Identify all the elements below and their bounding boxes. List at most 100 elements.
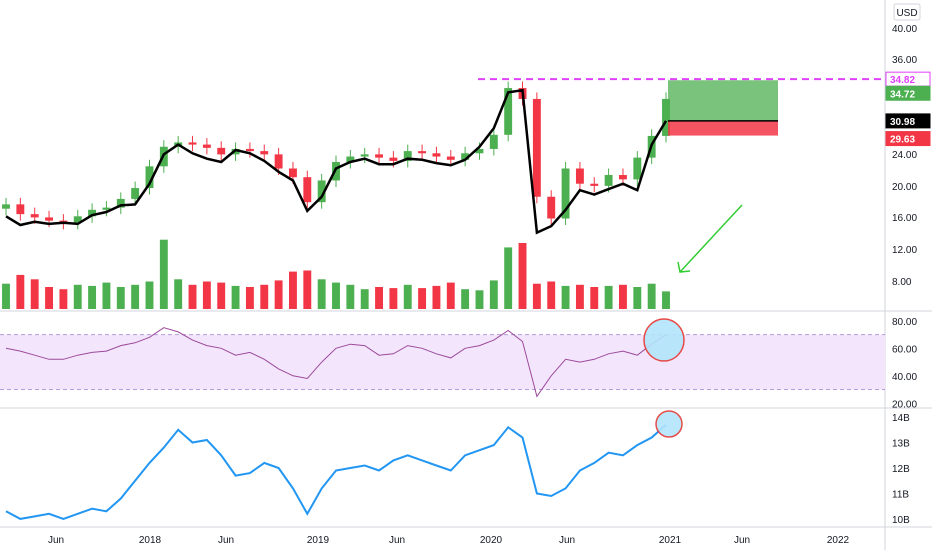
volume-bar (217, 282, 226, 309)
volume-bar (231, 285, 240, 309)
price-badge-current: 30.98 (885, 113, 931, 129)
price-badge-label: 34.82 (890, 75, 915, 86)
price-candle (461, 146, 470, 167)
stop-zone (668, 120, 778, 136)
rsi-axis: 80.00 60.00 40.00 20.00 (892, 317, 917, 410)
volume-bar (662, 291, 670, 309)
rsi-band (0, 334, 885, 390)
volume-bar (16, 274, 25, 309)
time-tick-label: 2021 (659, 535, 682, 546)
price-candle (202, 138, 211, 155)
volume-bar (188, 284, 197, 309)
volume-bar (418, 288, 427, 309)
volume-bar (45, 287, 53, 309)
price-badge-label: 30.98 (890, 117, 915, 128)
price-candle (116, 192, 125, 215)
moving-average-line (5, 88, 668, 235)
price-axis: 40.0036.0032.0028.0024.0020.0016.0012.00… (892, 24, 917, 288)
volume-bar (131, 284, 140, 309)
volume-bar (518, 243, 527, 309)
price-candle (532, 92, 541, 204)
price-badge-label: 34.72 (890, 89, 915, 100)
volume-bar (145, 281, 154, 309)
price-candle (489, 128, 498, 156)
currency-label-box[interactable]: USD (893, 3, 921, 21)
volume-bar (346, 284, 355, 309)
volume-bar (88, 285, 97, 309)
volume-bar (289, 271, 297, 309)
volume-bar (360, 289, 369, 309)
price-candle (346, 150, 355, 169)
volume-bar (547, 281, 556, 309)
volume-bar (532, 283, 541, 309)
obv-tick-label: 10B (892, 515, 910, 526)
volume-bar (317, 279, 326, 309)
volume-bar (647, 283, 656, 309)
price-candle (504, 81, 513, 142)
time-tick-label: 2020 (480, 535, 503, 546)
obv-tick-label: 14B (892, 413, 910, 424)
obv-tick-label: 13B (892, 439, 910, 450)
price-badge-target: 34.72 (885, 85, 931, 101)
volume-bar (245, 287, 254, 309)
time-axis: Jun 2018 Jun 2019 Jun 2020 Jun 2021 Jun 2022 (48, 535, 850, 546)
volume-bar (332, 282, 340, 309)
time-tick-label: Jun (734, 535, 750, 546)
time-tick-label: Jun (218, 535, 234, 546)
price-candle (102, 201, 111, 217)
price-candle (432, 146, 441, 164)
arrow-head (677, 261, 691, 273)
rsi-tick-label: 40.00 (892, 372, 917, 383)
price-badge-resistance: 34.82 (885, 71, 931, 87)
volume-bar (260, 284, 269, 309)
volume-bar (73, 284, 82, 309)
volume-bar (116, 287, 125, 309)
volume-bar (475, 290, 484, 309)
price-tick-label: 16.00 (892, 213, 917, 224)
price-candle (360, 147, 369, 164)
price-tick-label: 20.00 (892, 182, 917, 193)
volume-bar (504, 247, 513, 309)
price-candle (575, 161, 584, 191)
volume-bar (446, 282, 455, 309)
price-tick-label: 36.00 (892, 55, 917, 66)
volume-bar (2, 283, 10, 309)
currency-label: USD (896, 8, 917, 19)
price-candle (73, 209, 82, 230)
price-tick-label: 8.00 (892, 277, 912, 288)
price-candles (2, 81, 670, 230)
price-candle (303, 170, 312, 209)
price-candle (446, 150, 455, 167)
price-candle (317, 173, 326, 209)
obv-axis: 14B 13B 12B 11B 10B (892, 413, 910, 526)
rsi-tick-label: 80.00 (892, 317, 917, 328)
obv-line (5, 423, 667, 520)
price-candle (547, 190, 556, 226)
volume-bar (590, 287, 599, 309)
annotation-arrow (677, 204, 743, 273)
price-badge-stop: 29.63 (885, 131, 931, 147)
volume-bar (202, 281, 211, 309)
price-candle (403, 144, 412, 168)
price-candle (260, 144, 269, 161)
price-candle (633, 151, 642, 186)
price-panel-bg (0, 0, 885, 310)
time-tick-label: Jun (559, 535, 575, 546)
target-zone (668, 80, 778, 121)
volume-bar (59, 289, 68, 309)
price-candle (375, 147, 383, 165)
price-tick-label: 40.00 (892, 24, 917, 35)
rsi-tick-label: 20.00 (892, 399, 917, 410)
volume-bar (619, 284, 627, 309)
volume-bar (489, 280, 498, 309)
volume-bar (461, 289, 470, 309)
price-candle (418, 144, 427, 160)
price-candle (16, 197, 25, 221)
arrow-shaft (679, 204, 743, 273)
price-candle (662, 92, 670, 143)
obv-highlight-circle (655, 410, 683, 438)
volume-bar (375, 287, 383, 309)
price-badge-label: 29.63 (890, 135, 915, 146)
time-tick-label: 2018 (139, 535, 162, 546)
